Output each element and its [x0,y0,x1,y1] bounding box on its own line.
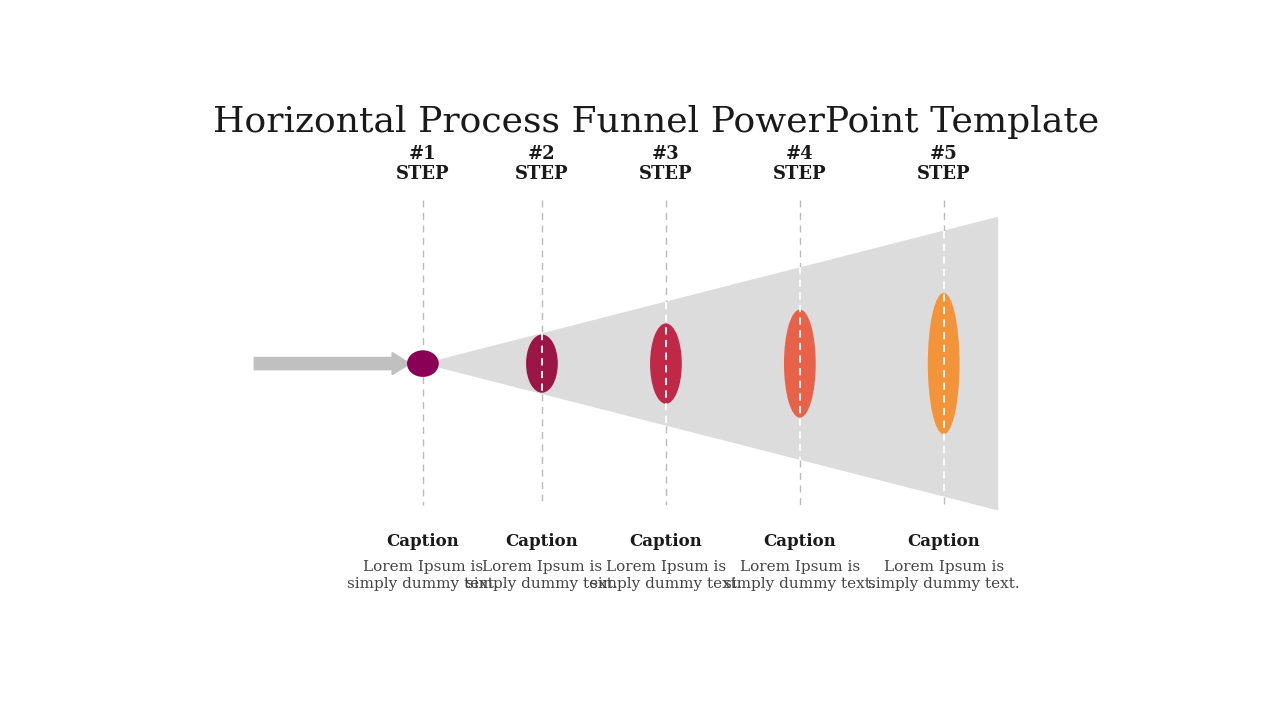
Ellipse shape [650,323,682,404]
Text: #3
STEP: #3 STEP [639,145,692,184]
Text: Lorem Ipsum is
simply dummy text.: Lorem Ipsum is simply dummy text. [466,560,618,590]
Polygon shape [422,217,998,510]
Text: Lorem Ipsum is
simply dummy text.: Lorem Ipsum is simply dummy text. [724,560,876,590]
Text: #1
STEP: #1 STEP [396,145,449,184]
Text: Caption: Caption [763,533,836,549]
Ellipse shape [526,335,558,392]
Text: Lorem Ipsum is
simply dummy text.: Lorem Ipsum is simply dummy text. [590,560,741,590]
Text: #4
STEP: #4 STEP [773,145,827,184]
Text: Horizontal Process Funnel PowerPoint Template: Horizontal Process Funnel PowerPoint Tem… [212,105,1100,140]
Text: Caption: Caption [908,533,980,549]
Text: Caption: Caption [630,533,703,549]
Ellipse shape [928,293,960,434]
Text: Caption: Caption [387,533,460,549]
Text: #2
STEP: #2 STEP [515,145,568,184]
Ellipse shape [783,310,815,418]
FancyArrow shape [255,353,410,374]
Text: #5
STEP: #5 STEP [916,145,970,184]
Text: Lorem Ipsum is
simply dummy text.: Lorem Ipsum is simply dummy text. [868,560,1019,590]
Ellipse shape [407,351,439,377]
Text: Lorem Ipsum is
simply dummy text.: Lorem Ipsum is simply dummy text. [347,560,499,590]
Text: Caption: Caption [506,533,579,549]
